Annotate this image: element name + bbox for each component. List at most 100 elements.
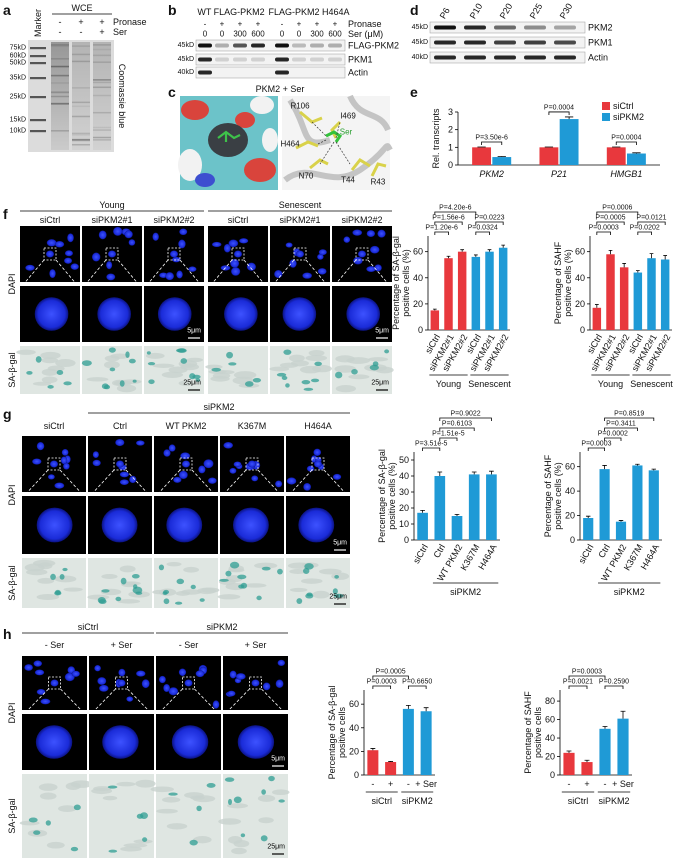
bar xyxy=(559,119,579,165)
bar xyxy=(648,470,659,540)
blot-band xyxy=(464,55,486,60)
nucleus xyxy=(227,690,236,697)
error-bar xyxy=(454,514,460,516)
error-bar xyxy=(420,510,425,513)
bar xyxy=(417,512,428,540)
zoom-guide xyxy=(224,688,287,715)
nucleus xyxy=(317,268,327,275)
nucleus xyxy=(229,467,237,474)
gel-band xyxy=(72,101,90,104)
zoom-box xyxy=(47,457,61,471)
stain xyxy=(369,364,379,371)
stain xyxy=(225,570,232,577)
error-bar xyxy=(622,263,627,268)
stain xyxy=(244,381,254,387)
residue-stick xyxy=(370,162,387,177)
residue-label: R43 xyxy=(371,178,386,187)
treatment-label: Ser (μM) xyxy=(348,29,383,39)
gel-band xyxy=(93,126,111,129)
group-label: Young xyxy=(436,379,461,389)
nucleus xyxy=(116,460,124,468)
row-label: SA-β-gal xyxy=(7,352,17,387)
error-bar xyxy=(649,253,654,259)
cell xyxy=(301,578,323,584)
blot-band xyxy=(215,43,229,48)
bar xyxy=(581,762,593,775)
y-axis-label: positive cells (%) xyxy=(563,249,573,317)
cell xyxy=(54,575,77,583)
significance-bracket xyxy=(596,231,611,235)
bar xyxy=(563,752,575,775)
cell xyxy=(117,599,141,604)
kd-label: 35kD xyxy=(10,75,26,82)
zoom-guide xyxy=(221,469,283,497)
residue-stick xyxy=(295,140,319,150)
nucleus xyxy=(173,476,182,483)
treatment-label: Ser xyxy=(113,27,127,37)
nucleus xyxy=(239,238,249,244)
p-value: P=0.0324 xyxy=(468,225,498,232)
column-label: + Ser xyxy=(245,640,267,650)
stain xyxy=(296,598,303,604)
y-axis-label: Percentage of SA-β-gal xyxy=(391,236,401,330)
treatment-sign: + xyxy=(333,20,338,29)
group-label: Senescent xyxy=(630,379,673,389)
cell xyxy=(63,587,83,592)
stain xyxy=(73,804,81,811)
stain xyxy=(98,599,107,605)
y-tick-label: 20 xyxy=(413,299,423,309)
treatment-sign: - xyxy=(80,27,83,37)
lane-smear xyxy=(93,42,111,150)
gel-band xyxy=(93,44,111,46)
nucleus xyxy=(108,250,116,258)
cell xyxy=(156,808,178,814)
blot-band xyxy=(464,40,486,45)
cell xyxy=(119,565,136,573)
cell xyxy=(335,355,355,363)
y-axis-label: positive cells xyxy=(337,706,347,758)
y-tick-label: 60 xyxy=(565,462,575,472)
blot-band xyxy=(434,40,456,45)
nucleus-zoom xyxy=(166,507,203,543)
significance-bracket xyxy=(422,447,441,451)
column-label: H464A xyxy=(304,421,332,431)
zoom-box xyxy=(113,457,127,471)
blot xyxy=(195,66,346,79)
nucleus xyxy=(158,675,166,684)
stain xyxy=(108,849,118,853)
y-tick-label: 30 xyxy=(399,487,409,497)
stain xyxy=(133,584,138,589)
treatment-sign: 600 xyxy=(251,30,265,39)
residue-stick xyxy=(350,158,371,171)
significance-bracket xyxy=(587,447,605,451)
nucleus xyxy=(71,670,80,677)
x-tick-label: siCtrl xyxy=(577,543,596,566)
stain xyxy=(333,593,344,598)
y-tick-label: 20 xyxy=(349,746,359,756)
group-label: Young xyxy=(99,200,124,210)
bar xyxy=(606,254,615,330)
cell xyxy=(233,371,257,379)
y-axis-label: positive cells (%) xyxy=(553,462,563,530)
stain xyxy=(261,566,271,571)
nucleus xyxy=(246,262,256,271)
error-bar xyxy=(602,465,607,470)
stain xyxy=(332,588,338,595)
nucleus xyxy=(67,233,74,243)
gel-band xyxy=(93,79,111,81)
cell xyxy=(227,568,245,573)
treatment-sign: + xyxy=(78,17,83,27)
blot-band xyxy=(434,55,456,60)
column-label: - Ser xyxy=(45,640,65,650)
gel-band xyxy=(72,105,90,108)
cell xyxy=(133,839,153,844)
nucleus xyxy=(184,679,193,687)
p-value: P=0.2590 xyxy=(599,679,629,686)
kd-label: 45kD xyxy=(412,24,428,31)
error-bar xyxy=(487,249,492,252)
stain xyxy=(28,817,38,823)
p-value: P=0.0223 xyxy=(474,215,504,222)
panel-label: f xyxy=(3,206,8,222)
nucleus xyxy=(46,250,54,258)
nucleus xyxy=(212,700,220,709)
